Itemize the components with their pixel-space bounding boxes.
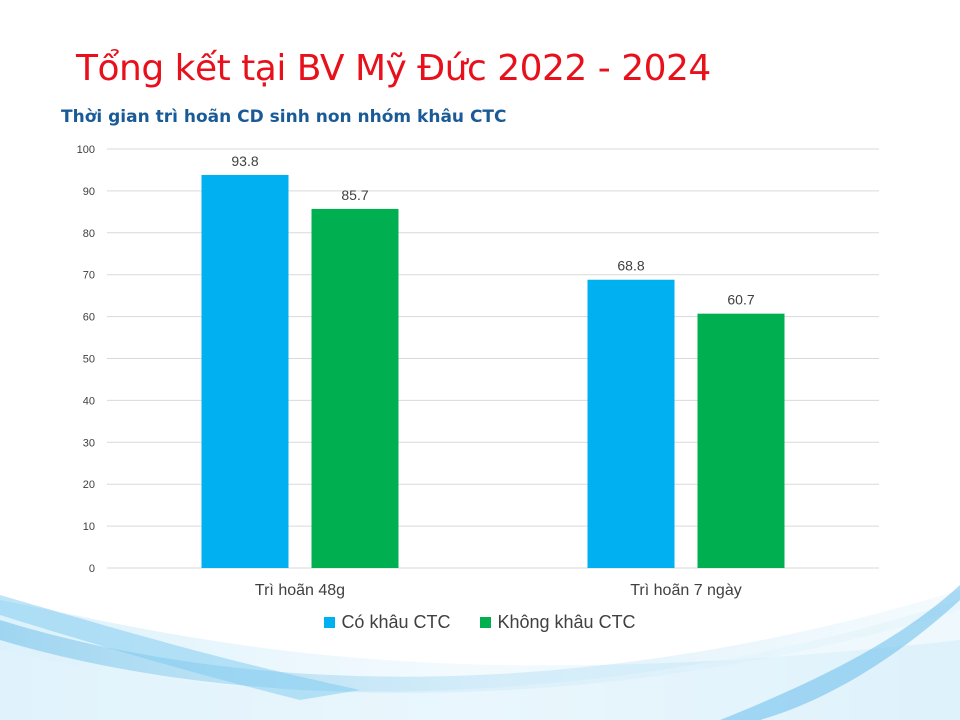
x-category-label: Trì hoãn 48g: [255, 582, 345, 599]
y-tick-label: 60: [83, 312, 95, 324]
legend-label-series-1: Có khâu CTC: [341, 612, 451, 632]
y-tick-label: 30: [83, 437, 95, 449]
bar: [201, 174, 289, 568]
y-tick-label: 50: [83, 354, 95, 366]
data-label: 60.7: [727, 292, 754, 308]
y-tick-label: 10: [83, 521, 95, 533]
y-tick-label: 70: [83, 270, 95, 282]
bar: [697, 313, 785, 568]
legend-swatch-series-2: [480, 617, 492, 628]
y-tick-label: 80: [83, 228, 95, 240]
bar: [587, 279, 675, 568]
slide-title: Tổng kết tại BV Mỹ Đức 2022 - 2024: [76, 48, 711, 89]
y-tick-label: 40: [83, 395, 95, 407]
y-tick-label: 90: [83, 186, 95, 198]
bar: [311, 208, 399, 569]
legend-item-series-2: Không khâu CTC: [480, 612, 636, 633]
legend-swatch-series-1: [324, 617, 336, 628]
legend-label-series-2: Không khâu CTC: [497, 612, 636, 632]
chart-legend: Có khâu CTC Không khâu CTC: [0, 612, 960, 633]
chart-title: Thời gian trì hoãn CD sinh non nhóm khâu…: [61, 107, 507, 127]
data-label: 85.7: [341, 187, 368, 203]
y-tick-label: 0: [89, 563, 95, 575]
data-label: 93.8: [231, 153, 258, 169]
y-tick-label: 20: [83, 479, 95, 491]
x-category-label: Trì hoãn 7 ngày: [630, 582, 741, 599]
legend-item-series-1: Có khâu CTC: [324, 612, 450, 633]
data-label: 68.8: [617, 258, 644, 274]
y-tick-label: 100: [77, 144, 95, 156]
